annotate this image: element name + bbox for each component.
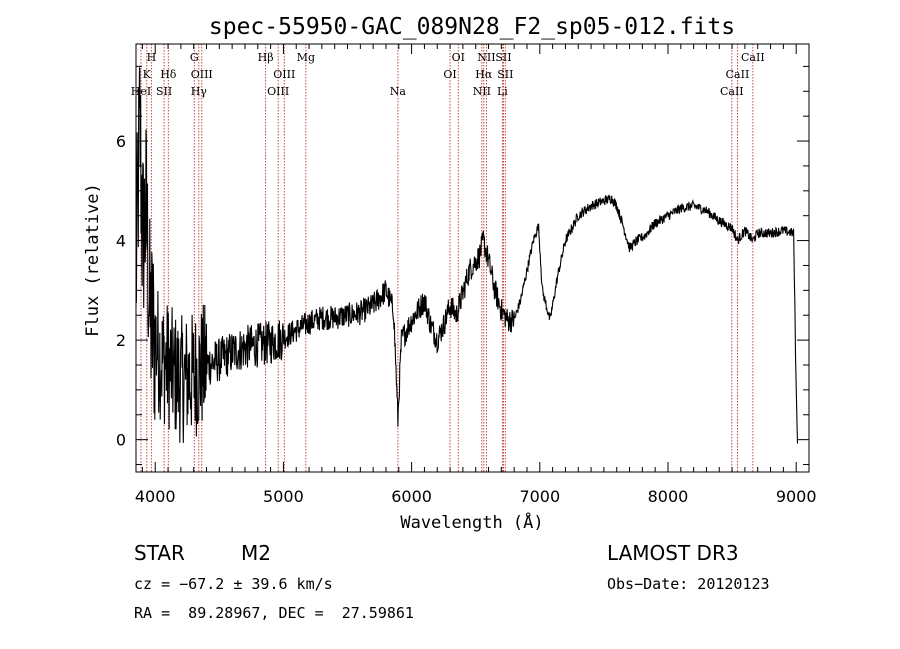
coordinates: RA = 89.28967, DEC = 27.59861 xyxy=(134,604,414,622)
spectral-line-label: NII xyxy=(473,85,491,98)
spectral-line-label: OIII xyxy=(191,68,213,81)
y-tick-label: 4 xyxy=(116,232,126,251)
x-tick-label: 7000 xyxy=(519,487,560,506)
spectral-line-label: SII xyxy=(495,51,511,64)
spectral-line-label: OIII xyxy=(273,68,295,81)
survey-label: LAMOST DR3 xyxy=(607,541,739,565)
spectral-line-label: G xyxy=(190,51,199,64)
x-tick-label: 8000 xyxy=(648,487,689,506)
x-tick-label: 6000 xyxy=(391,487,432,506)
flux-series-line xyxy=(135,67,799,444)
spectral-line-label: OIII xyxy=(267,85,289,98)
spectral-line-label: Mg xyxy=(297,51,315,64)
object-subclass: M2 xyxy=(241,541,271,565)
y-tick-label: 2 xyxy=(116,331,126,350)
axis-ticks: 4000 5000 6000 7000 8000 9000 0 2 4 6 xyxy=(116,44,817,506)
y-axis-label: Flux (relative) xyxy=(83,183,103,337)
spectral-line-label: OI xyxy=(452,51,465,64)
spectral-line-label: Hγ xyxy=(191,85,208,98)
spectral-line-label: K xyxy=(143,68,152,81)
spectral-line-label: Hβ xyxy=(258,51,274,64)
y-tick-label: 0 xyxy=(116,431,126,450)
spectral-line-label: CaII xyxy=(726,68,750,81)
spectral-line-label: Hα xyxy=(475,68,493,81)
y-tick-label: 6 xyxy=(116,132,126,151)
spectral-line-label: Hδ xyxy=(160,68,177,81)
redshift-readout: cz = −67.2 ± 39.6 km/s xyxy=(134,575,333,593)
x-tick-label: 4000 xyxy=(135,487,176,506)
spectral-line-label: Li xyxy=(497,85,508,98)
spectral-line-label: CaII xyxy=(720,85,744,98)
spectral-line-label: Na xyxy=(390,85,407,98)
spectral-line-label: SII xyxy=(497,68,513,81)
spectral-line-label: SII xyxy=(156,85,172,98)
object-class: STAR xyxy=(134,541,185,565)
x-tick-label: 9000 xyxy=(776,487,817,506)
spectral-line-label: NII xyxy=(477,51,495,64)
spectral-line-markers xyxy=(140,44,754,472)
chart-title: spec-55950-GAC_089N28_F2_sp05-012.fits xyxy=(209,14,735,40)
obs-date: Obs−Date: 20120123 xyxy=(607,575,770,593)
spectral-line-label: OI xyxy=(443,68,456,81)
x-axis-label: Wavelength (Å) xyxy=(400,511,543,533)
x-tick-label: 5000 xyxy=(263,487,304,506)
plot-frame xyxy=(135,43,810,473)
spectral-line-label: H xyxy=(147,51,157,64)
spectral-line-label: CaII xyxy=(741,51,765,64)
